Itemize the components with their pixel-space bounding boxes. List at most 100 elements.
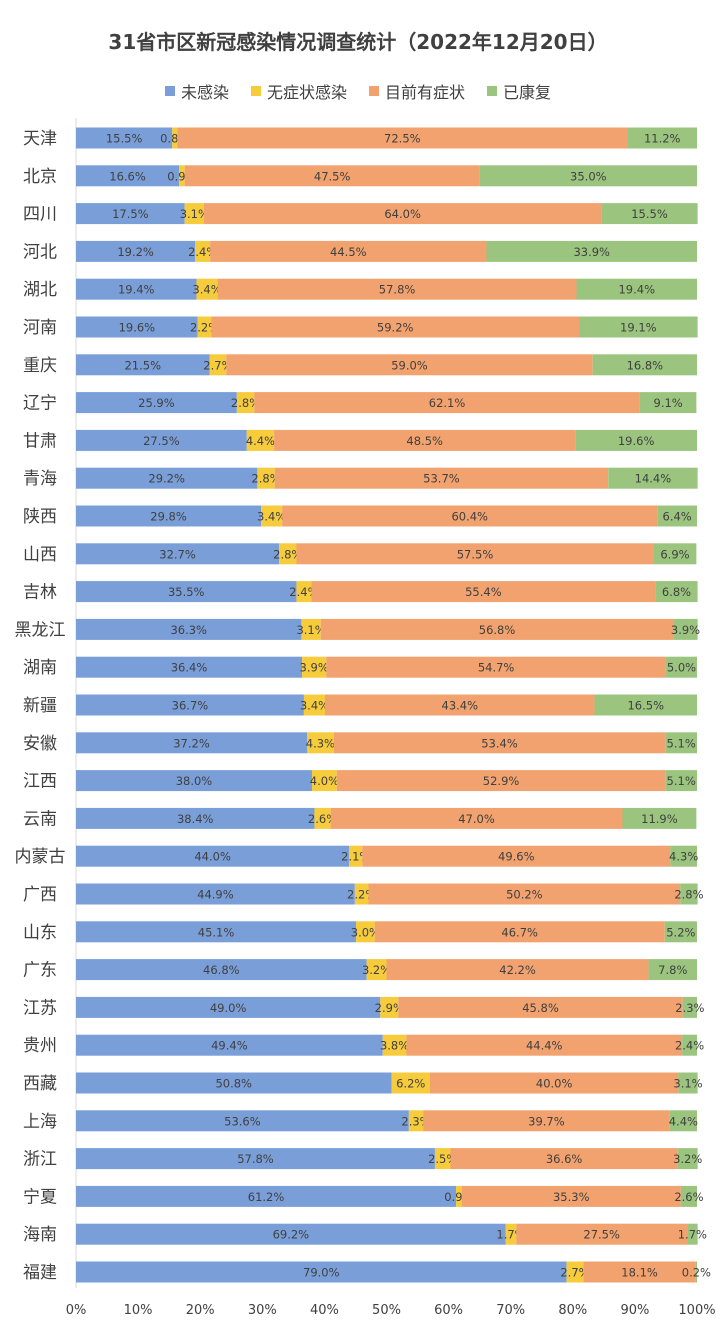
bar-segment-symptomatic	[254, 392, 640, 414]
data-label-uninfected: 36.3%	[170, 623, 207, 637]
data-label-asymptomatic: 6.2%	[396, 1077, 425, 1091]
bar-segment-uninfected	[76, 883, 355, 905]
bar-segment-asymptomatic	[380, 996, 399, 1018]
category-label: 山东	[23, 923, 57, 943]
data-label-uninfected: 44.9%	[197, 888, 234, 902]
data-label-uninfected: 38.0%	[176, 774, 213, 788]
data-label-uninfected: 36.7%	[172, 699, 209, 713]
category-label: 山西	[23, 545, 57, 565]
legend-swatch-recovered	[487, 86, 498, 96]
data-label-symptomatic: 64.0%	[384, 207, 421, 221]
bar-segment-asymptomatic	[301, 618, 321, 640]
data-label-symptomatic: 57.5%	[457, 547, 494, 561]
category-label: 北京	[23, 167, 57, 187]
bar-segment-uninfected	[76, 467, 258, 489]
bar-segment-recovered	[695, 1261, 697, 1283]
bar-segment-recovered	[639, 392, 697, 414]
data-label-asymptomatic: 3.4%	[300, 699, 329, 713]
data-label-symptomatic: 59.0%	[391, 358, 428, 372]
category-label: 天津	[23, 129, 57, 149]
bar-segment-uninfected	[76, 127, 173, 149]
x-tick-label: 30%	[248, 1303, 277, 1318]
data-label-symptomatic: 45.8%	[522, 1001, 559, 1015]
data-label-asymptomatic: 3.0%	[351, 925, 380, 939]
bar-segment-recovered	[665, 656, 697, 678]
data-label-asymptomatic: 2.4%	[188, 245, 217, 259]
category-label: 上海	[23, 1112, 57, 1132]
category-label: 广西	[23, 885, 57, 905]
data-label-recovered: 19.6%	[618, 434, 655, 448]
data-label-symptomatic: 47.5%	[314, 169, 351, 183]
data-label-recovered: 5.2%	[666, 925, 695, 939]
bar-segment-symptomatic	[450, 1148, 678, 1170]
data-label-asymptomatic: 4.4%	[246, 434, 275, 448]
category-label: 河北	[23, 242, 57, 262]
bar-segment-uninfected	[76, 845, 350, 867]
data-label-recovered: 11.9%	[641, 812, 678, 826]
data-label-uninfected: 79.0%	[303, 1266, 340, 1280]
bar-segment-uninfected	[76, 1223, 506, 1245]
x-tick-label: 40%	[310, 1303, 339, 1318]
bar-segment-recovered	[608, 467, 698, 489]
bar-segment-asymptomatic	[257, 467, 275, 489]
legend-swatch-symptomatic	[369, 86, 379, 96]
data-label-uninfected: 53.6%	[224, 1114, 261, 1128]
data-label-recovered: 7.8%	[658, 963, 687, 977]
bar-segment-recovered	[657, 505, 697, 527]
bar-segment-asymptomatic	[172, 127, 178, 149]
legend-swatch-uninfected	[164, 86, 175, 96]
bar-segment-asymptomatic	[209, 354, 227, 376]
data-label-uninfected: 36.4%	[171, 661, 208, 675]
data-label-recovered: 16.8%	[627, 358, 664, 372]
bar-segment-asymptomatic	[456, 1185, 462, 1207]
data-label-symptomatic: 57.8%	[379, 283, 416, 297]
x-tick-label: 80%	[558, 1303, 587, 1318]
data-label-symptomatic: 54.7%	[478, 661, 515, 675]
data-label-uninfected: 44.0%	[194, 850, 231, 864]
bar-segment-asymptomatic	[279, 543, 297, 565]
bar-segment-uninfected	[76, 316, 198, 338]
data-label-uninfected: 19.2%	[117, 245, 154, 259]
data-label-symptomatic: 53.4%	[481, 736, 518, 750]
category-label: 云南	[23, 809, 57, 829]
data-label-recovered: 9.1%	[654, 396, 683, 410]
data-label-recovered: 3.9%	[671, 623, 700, 637]
data-label-asymptomatic: 2.7%	[203, 358, 232, 372]
bar-segment-asymptomatic	[311, 770, 337, 792]
bar-segment-symptomatic	[368, 883, 681, 905]
bar-segment-symptomatic	[274, 429, 576, 451]
category-label: 广东	[23, 961, 57, 981]
bar-segment-asymptomatic	[196, 278, 218, 300]
data-label-uninfected: 45.1%	[198, 925, 235, 939]
data-label-recovered: 16.5%	[627, 699, 664, 713]
data-label-symptomatic: 27.5%	[583, 1228, 620, 1242]
bar-segment-recovered	[682, 996, 697, 1018]
bar-segment-recovered	[648, 959, 697, 981]
data-label-uninfected: 37.2%	[173, 736, 210, 750]
bar-segment-asymptomatic	[391, 1072, 430, 1094]
x-tick-label: 0%	[66, 1303, 87, 1318]
bar-segment-symptomatic	[326, 656, 666, 678]
data-label-symptomatic: 49.6%	[498, 850, 535, 864]
legend-swatch-asymptomatic	[250, 86, 261, 96]
category-label: 吉林	[23, 583, 57, 603]
bar-segment-symptomatic	[330, 807, 623, 829]
data-label-uninfected: 19.4%	[118, 283, 155, 297]
bar-segment-uninfected	[76, 392, 237, 414]
category-label: 新疆	[23, 696, 57, 716]
category-label: 湖南	[23, 658, 57, 678]
data-label-uninfected: 32.7%	[159, 547, 196, 561]
bar-segment-symptomatic	[386, 959, 649, 981]
data-label-recovered: 2.3%	[675, 1001, 704, 1015]
data-label-uninfected: 27.5%	[143, 434, 180, 448]
data-label-uninfected: 61.2%	[248, 1190, 285, 1204]
bar-segment-recovered	[575, 429, 697, 451]
data-label-symptomatic: 53.7%	[423, 472, 460, 486]
bar-segment-symptomatic	[210, 240, 487, 262]
data-label-symptomatic: 48.5%	[406, 434, 443, 448]
bar-segment-symptomatic	[406, 1034, 683, 1056]
data-label-uninfected: 49.0%	[210, 1001, 247, 1015]
data-label-uninfected: 15.5%	[106, 132, 143, 146]
data-label-recovered: 6.8%	[662, 585, 691, 599]
bar-segment-uninfected	[76, 959, 367, 981]
